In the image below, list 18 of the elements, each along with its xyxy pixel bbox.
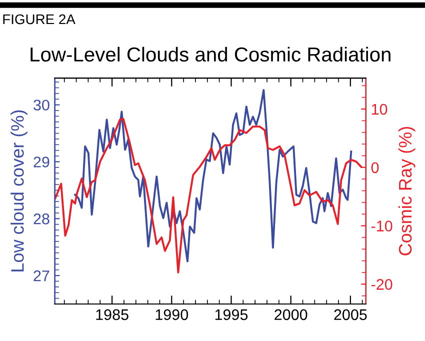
x-tick-label: 2000 (274, 309, 308, 320)
y-tick-label: 27 (34, 270, 50, 282)
y2-tick-label: 10 (372, 104, 388, 115)
y-axis-title: Low cloud cover (%) (10, 110, 28, 272)
x-tick-label: 2005 (334, 309, 367, 320)
x-tick-label: 1985 (96, 309, 128, 320)
y2-axis-title: Cosmic Ray (%) (398, 126, 416, 256)
y2-tick-label: -10 (371, 220, 392, 232)
chart-title: Low-Level Clouds and Cosmic Radiation (30, 46, 390, 62)
caption: FIGURE 2A (3, 14, 76, 24)
y2-tick-label: -20 (371, 279, 392, 290)
y-tick-label: 28 (34, 214, 50, 224)
x-tick-label: 1995 (215, 309, 248, 320)
line-series (74, 89, 352, 262)
y-tick-label: 29 (34, 156, 50, 168)
x-tick-label: 1990 (156, 309, 188, 320)
y-tick-label: 30 (34, 100, 50, 111)
y2-tick-label: 0 (371, 162, 379, 174)
